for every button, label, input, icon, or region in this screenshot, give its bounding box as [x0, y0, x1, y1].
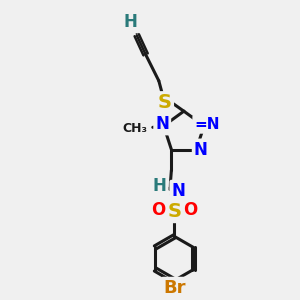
- Text: =N: =N: [194, 117, 220, 132]
- Text: Br: Br: [163, 279, 186, 297]
- Text: N: N: [171, 182, 185, 200]
- Text: N: N: [194, 140, 208, 158]
- Text: H: H: [124, 13, 138, 31]
- Text: H: H: [153, 177, 166, 195]
- Text: N: N: [155, 116, 169, 134]
- Text: O: O: [183, 201, 198, 219]
- Text: CH₃: CH₃: [122, 122, 148, 135]
- Text: O: O: [151, 201, 165, 219]
- Text: S: S: [167, 202, 181, 221]
- Text: S: S: [158, 94, 172, 112]
